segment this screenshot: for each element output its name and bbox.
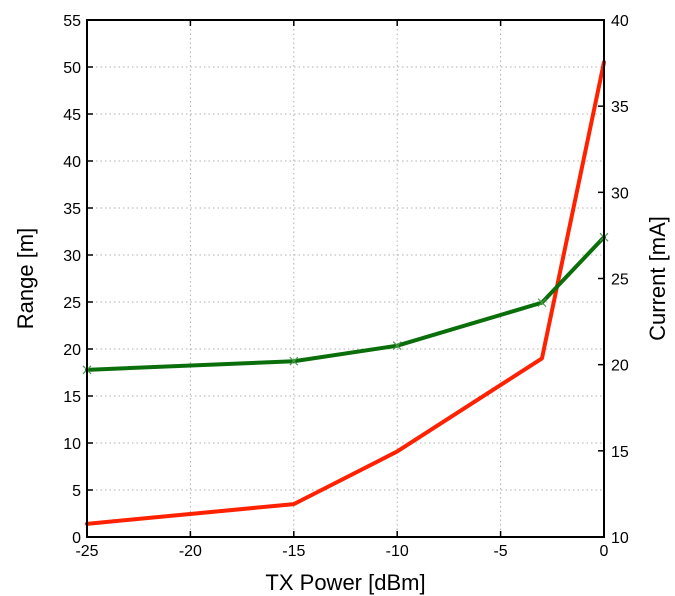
y2-tick-label: 25 <box>611 272 629 289</box>
y-tick-label: 55 <box>63 13 81 30</box>
y-tick-label: 10 <box>63 436 81 453</box>
y2-tick-label: 20 <box>611 358 629 375</box>
y-tick-label: 35 <box>63 201 81 218</box>
point-marker-stroke <box>289 356 299 366</box>
y-tick-label: 50 <box>63 60 81 77</box>
y-tick-label: 30 <box>63 248 81 265</box>
x-tick-label: -10 <box>386 543 409 560</box>
series-2-line <box>85 235 606 372</box>
y-tick-label: 15 <box>63 389 81 406</box>
y-axis-title: Range [m] <box>13 228 38 330</box>
x-tick-label: -15 <box>282 543 305 560</box>
y-tick-label: 0 <box>72 530 81 547</box>
y-tick-label: 25 <box>63 295 81 312</box>
x-tick-label: -20 <box>179 543 202 560</box>
point-marker-stroke <box>392 341 402 351</box>
y2-tick-label: 10 <box>611 530 629 547</box>
grid <box>87 20 604 537</box>
series-1-line <box>85 60 606 526</box>
y2-tick-label: 40 <box>611 13 629 30</box>
y2-tick-label: 15 <box>611 444 629 461</box>
series-layer <box>82 60 609 526</box>
ticks <box>86 19 605 538</box>
x-tick-label: -5 <box>493 543 507 560</box>
y-tick-label: 40 <box>63 154 81 171</box>
x-tick-label: 0 <box>600 543 609 560</box>
series-2-point <box>392 341 402 351</box>
series-2-point <box>537 298 547 308</box>
y-tick-label: 45 <box>63 107 81 124</box>
x-tick-label: -25 <box>75 543 98 560</box>
x-axis-title: TX Power [dBm] <box>265 570 425 595</box>
tick-labels: -25 -20 -15 -10 -5 0 0 5 10 15 20 25 30 35 40 45 50 55 10 1… <box>63 13 629 560</box>
y-tick-label: 20 <box>63 342 81 359</box>
y2-tick-label: 30 <box>611 185 629 202</box>
point-marker-stroke <box>537 298 547 308</box>
y-tick-label: 5 <box>72 483 81 500</box>
series-2-point <box>289 356 299 366</box>
y2-tick-label: 35 <box>611 99 629 116</box>
plot-frame <box>86 19 605 538</box>
y2-axis-title: Current [mA] <box>645 216 670 341</box>
